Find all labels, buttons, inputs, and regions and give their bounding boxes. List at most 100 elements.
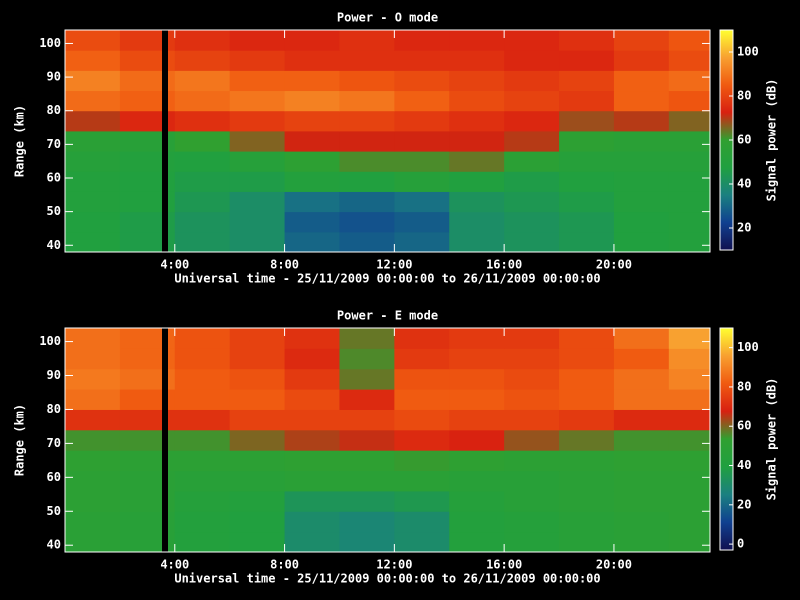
heatmap-cell	[174, 151, 231, 172]
heatmap-cell	[174, 511, 231, 533]
heatmap-cell	[559, 211, 615, 233]
heatmap-cell	[559, 90, 615, 112]
heatmap-cell	[668, 470, 710, 492]
heatmap-cell	[339, 429, 395, 451]
heatmap-cell	[174, 450, 231, 472]
heatmap-cell	[668, 70, 710, 92]
heatmap-cell	[65, 348, 121, 370]
heatmap-cell	[119, 511, 176, 533]
y-tick-label: 50	[47, 504, 61, 518]
heatmap-cell	[229, 531, 286, 552]
heatmap-cell	[449, 90, 505, 112]
heatmap-cell	[504, 531, 560, 552]
heatmap-cell	[229, 450, 286, 472]
heatmap-cell	[284, 191, 340, 213]
heatmap-cell	[449, 348, 505, 370]
heatmap-cell	[394, 151, 450, 172]
y-tick-label: 40	[47, 538, 61, 552]
colorbar-tick-label: 0	[737, 537, 744, 551]
heatmap-cell	[668, 211, 710, 233]
heatmap-cell	[613, 409, 670, 431]
heatmap-cell	[504, 30, 560, 51]
heatmap-cell	[559, 531, 615, 552]
heatmap-cell	[613, 231, 670, 252]
heatmap-cell	[613, 151, 670, 172]
plot-frame	[64, 29, 711, 253]
heatmap-cell	[559, 389, 615, 410]
heatmap-cell	[284, 110, 340, 132]
heatmap-cell	[668, 50, 710, 71]
y-tick-label: 70	[47, 137, 61, 151]
heatmap-cell	[174, 328, 231, 349]
heatmap-cell	[394, 171, 450, 192]
heatmap-cell	[613, 110, 670, 132]
heatmap-cell	[394, 130, 450, 152]
heatmap-cell	[65, 130, 121, 152]
heatmap-cell	[339, 90, 395, 112]
heatmap-cell	[449, 110, 505, 132]
y-axis-label: Range (km)	[13, 404, 27, 476]
heatmap-cell	[229, 110, 286, 132]
heatmap-cell	[229, 348, 286, 370]
heatmap-cell	[613, 130, 670, 152]
y-tick-label: 60	[47, 470, 61, 484]
heatmap-cell	[229, 490, 286, 512]
heatmap-cell	[339, 70, 395, 92]
heatmap-cell	[284, 211, 340, 233]
heatmap-cell	[229, 409, 286, 431]
heatmap-cell	[65, 429, 121, 451]
heatmap-cell	[174, 211, 231, 233]
heatmap-cell	[504, 171, 560, 192]
heatmap-cell	[394, 50, 450, 71]
heatmap-cell	[613, 470, 670, 492]
heatmap-cell	[339, 511, 395, 533]
heatmap-cell	[229, 130, 286, 152]
heatmap-cell	[504, 211, 560, 233]
heatmap-cell	[559, 110, 615, 132]
heatmap-cell	[119, 90, 176, 112]
heatmap-cell	[668, 110, 710, 132]
heatmap-cell	[229, 511, 286, 533]
heatmap-cell	[394, 450, 450, 472]
heatmap-cell	[339, 348, 395, 370]
heatmap	[65, 30, 710, 252]
heatmap-cell	[394, 389, 450, 410]
heatmap-cell	[65, 211, 121, 233]
heatmap-cell	[174, 470, 231, 492]
heatmap-cell	[339, 409, 395, 431]
heatmap-cell	[559, 171, 615, 192]
colorbar-tick-label: 40	[737, 177, 751, 191]
x-tick-label: 12:00	[376, 258, 412, 272]
heatmap-cell	[449, 211, 505, 233]
plot-frame	[64, 327, 711, 553]
heatmap-cell	[284, 348, 340, 370]
colorbar-tick-label: 60	[737, 133, 751, 147]
heatmap-cell	[174, 50, 231, 71]
heatmap-cell	[613, 70, 670, 92]
data-gap	[162, 30, 168, 252]
y-tick-label: 40	[47, 238, 61, 252]
heatmap-cell	[174, 531, 231, 552]
heatmap-cell	[449, 130, 505, 152]
colorbar	[719, 327, 734, 551]
y-tick-label: 80	[47, 103, 61, 117]
heatmap-cell	[449, 450, 505, 472]
heatmap-cell	[119, 231, 176, 252]
heatmap-cell	[65, 531, 121, 552]
heatmap-cell	[394, 90, 450, 112]
heatmap-cell	[229, 151, 286, 172]
heatmap-cell	[559, 511, 615, 533]
heatmap-cell	[284, 231, 340, 252]
heatmap-cell	[65, 511, 121, 533]
heatmap-cell	[284, 70, 340, 92]
heatmap-cell	[668, 30, 710, 51]
heatmap-cell	[174, 110, 231, 132]
heatmap-cell	[174, 429, 231, 451]
heatmap-cell	[339, 490, 395, 512]
heatmap-cell	[394, 368, 450, 390]
y-tick-label: 50	[47, 204, 61, 218]
heatmap	[65, 328, 710, 552]
heatmap-cell	[394, 531, 450, 552]
heatmap-cell	[284, 429, 340, 451]
